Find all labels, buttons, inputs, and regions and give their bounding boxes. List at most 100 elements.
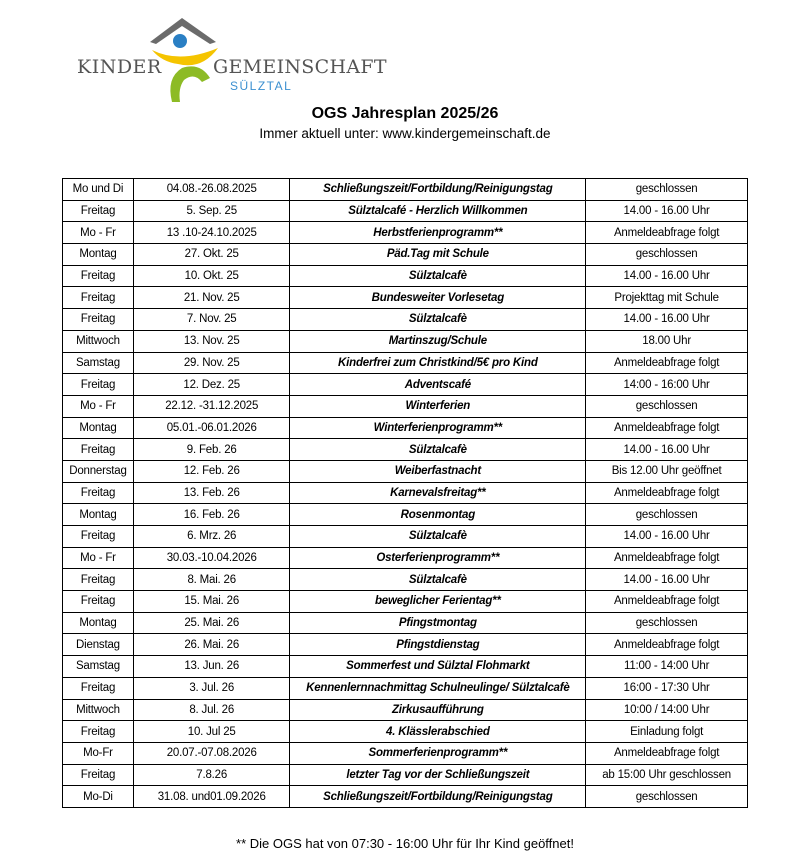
cell-event: Sülztalcafé - Herzlich Willkommen xyxy=(289,199,587,223)
table-row: Freitag 10. Jul 25 4. Klässlerabschied Einl… xyxy=(62,720,748,743)
table-row: Mo - Fr 22.12. -31.12.2025 Winterferien ges… xyxy=(62,394,748,418)
cell-date: 25. Mai. 26 xyxy=(132,611,291,635)
table-row: Freitag 5. Sep. 25 Sülztalcafé - Herzlich … xyxy=(62,199,748,223)
cell-day: Mo und Di xyxy=(62,178,134,201)
cell-event: Sülztalcafè xyxy=(289,308,587,331)
cell-day: Freitag xyxy=(62,308,134,331)
table-row: Freitag 8. Mai. 26 Sülztalcafè 14.00 - 16.0… xyxy=(62,568,748,592)
cell-date: 16. Feb. 26 xyxy=(132,503,291,526)
cell-event: Sülztalcafè xyxy=(289,438,587,461)
cell-status: 14.00 - 16.00 Uhr xyxy=(585,438,748,461)
cell-date: 15. Mai. 26 xyxy=(132,590,291,613)
table-row: Freitag 7. Nov. 25 Sülztalcafè 14.00 - 16.0… xyxy=(62,308,748,331)
cell-event: Winterferien xyxy=(289,394,587,418)
cell-day: Mo-Di xyxy=(62,785,134,808)
cell-event: Bundesweiter Vorlesetag xyxy=(289,286,587,310)
table-row: Freitag 7.8.26 letzter Tag vor der Schließ… xyxy=(62,763,748,787)
cell-status: 14.00 - 16.00 Uhr xyxy=(585,308,748,331)
cell-status: Anmeldeabfrage folgt xyxy=(585,590,748,613)
cell-event: Adventscafé xyxy=(289,373,587,396)
cell-event: 4. Klässlerabschied xyxy=(289,720,587,743)
cell-date: 5. Sep. 25 xyxy=(132,199,291,223)
cell-event: Sülztalcafè xyxy=(289,525,587,548)
cell-event: Zirkusaufführung xyxy=(289,698,587,722)
cell-status: 16:00 - 17:30 Uhr xyxy=(585,676,748,700)
cell-event: Kinderfrei zum Christkind/5€ pro Kind xyxy=(289,351,587,375)
cell-status: 10:00 / 14:00 Uhr xyxy=(585,698,748,722)
cell-status: geschlossen xyxy=(585,611,748,635)
cell-date: 13. Nov. 25 xyxy=(132,329,291,353)
cell-day: Montag xyxy=(62,416,134,440)
cell-day: Mo - Fr xyxy=(62,394,134,418)
cell-date: 12. Feb. 26 xyxy=(132,459,291,483)
cell-day: Montag xyxy=(62,611,134,635)
cell-day: Samstag xyxy=(62,351,134,375)
table-row: Mittwoch 13. Nov. 25 Martinszug/Schule 18.0… xyxy=(62,329,748,353)
table-row: Mo-Di 31.08. und01.09.2026 Schließungszeit… xyxy=(62,785,748,808)
cell-date: 10. Jul 25 xyxy=(132,720,291,743)
cell-event: beweglicher Ferientag** xyxy=(289,590,587,613)
cell-date: 04.08.-26.08.2025 xyxy=(132,178,291,201)
cell-status: 14:00 - 16:00 Uhr xyxy=(585,373,748,396)
table-row: Montag 25. Mai. 26 Pfingstmontag geschlosse… xyxy=(62,611,748,635)
logo-text-left: KINDER xyxy=(77,56,162,78)
schedule-table: Mo und Di 04.08.-26.08.2025 Schließungszei… xyxy=(62,178,748,808)
cell-event: Herbstferienprogramm** xyxy=(289,221,587,245)
table-row: Mo - Fr 30.03.-10.04.2026 Osterferienprogr… xyxy=(62,546,748,570)
cell-event: Schließungszeit/Fortbildung/Reinigungsta… xyxy=(289,785,587,808)
cell-day: Freitag xyxy=(62,199,134,223)
cell-status: 14.00 - 16.00 Uhr xyxy=(585,568,748,592)
cell-date: 27. Okt. 25 xyxy=(132,243,291,266)
cell-date: 8. Jul. 26 xyxy=(132,698,291,722)
cell-date: 26. Mai. 26 xyxy=(132,633,291,657)
cell-day: Dienstag xyxy=(62,633,134,657)
cell-status: 14.00 - 16.00 Uhr xyxy=(585,264,748,288)
cell-date: 29. Nov. 25 xyxy=(132,351,291,375)
logo-text-sub: SÜLZTAL xyxy=(230,79,293,93)
cell-date: 9. Feb. 26 xyxy=(132,438,291,461)
cell-day: Mo-Fr xyxy=(62,741,134,765)
cell-status: Bis 12.00 Uhr geöffnet xyxy=(585,459,748,483)
cell-date: 30.03.-10.04.2026 xyxy=(132,546,291,570)
table-row: Mo und Di 04.08.-26.08.2025 Schließungszei… xyxy=(62,178,748,201)
table-row: Freitag 3. Jul. 26 Kennenlernnachmittag Sc… xyxy=(62,676,748,700)
cell-status: geschlossen xyxy=(585,785,748,808)
cell-event: Sülztalcafè xyxy=(289,264,587,288)
table-row: Mo-Fr 20.07.-07.08.2026 Sommerferienprogra… xyxy=(62,741,748,765)
cell-event: Schließungszeit/Fortbildung/Reinigungsta… xyxy=(289,178,587,201)
table-row: Freitag 15. Mai. 26 beweglicher Ferientag*… xyxy=(62,590,748,613)
cell-event: Sommerferienprogramm** xyxy=(289,741,587,765)
cell-date: 21. Nov. 25 xyxy=(132,286,291,310)
cell-date: 22.12. -31.12.2025 xyxy=(132,394,291,418)
cell-day: Montag xyxy=(62,503,134,526)
table-row: Montag 16. Feb. 26 Rosenmontag geschlossen xyxy=(62,503,748,526)
cell-status: ab 15:00 Uhr geschlossen xyxy=(585,763,748,787)
table-row: Dienstag 26. Mai. 26 Pfingstdienstag Anmeld… xyxy=(62,633,748,657)
table-row: Montag 05.01.-06.01.2026 Winterferienprogr… xyxy=(62,416,748,440)
cell-date: 31.08. und01.09.2026 xyxy=(132,785,291,808)
cell-status: 14.00 - 16.00 Uhr xyxy=(585,199,748,223)
cell-status: Anmeldeabfrage folgt xyxy=(585,221,748,245)
cell-event: Osterferienprogramm** xyxy=(289,546,587,570)
cell-event: Weiberfastnacht xyxy=(289,459,587,483)
cell-day: Mo - Fr xyxy=(62,221,134,245)
table-row: Montag 27. Okt. 25 Päd.Tag mit Schule gesch… xyxy=(62,243,748,266)
cell-day: Freitag xyxy=(62,720,134,743)
cell-day: Freitag xyxy=(62,481,134,505)
cell-date: 6. Mrz. 26 xyxy=(132,525,291,548)
cell-day: Freitag xyxy=(62,286,134,310)
cell-day: Freitag xyxy=(62,525,134,548)
cell-day: Donnerstag xyxy=(62,459,134,483)
cell-event: letzter Tag vor der Schließungszeit xyxy=(289,763,587,787)
table-row: Donnerstag 12. Feb. 26 Weiberfastnacht Bis … xyxy=(62,459,748,483)
cell-day: Freitag xyxy=(62,568,134,592)
cell-date: 13. Jun. 26 xyxy=(132,655,291,678)
cell-day: Freitag xyxy=(62,763,134,787)
cell-status: Einladung folgt xyxy=(585,720,748,743)
cell-date: 3. Jul. 26 xyxy=(132,676,291,700)
cell-day: Freitag xyxy=(62,438,134,461)
cell-day: Mo - Fr xyxy=(62,546,134,570)
cell-event: Winterferienprogramm** xyxy=(289,416,587,440)
cell-day: Mittwoch xyxy=(62,329,134,353)
cell-status: Anmeldeabfrage folgt xyxy=(585,351,748,375)
